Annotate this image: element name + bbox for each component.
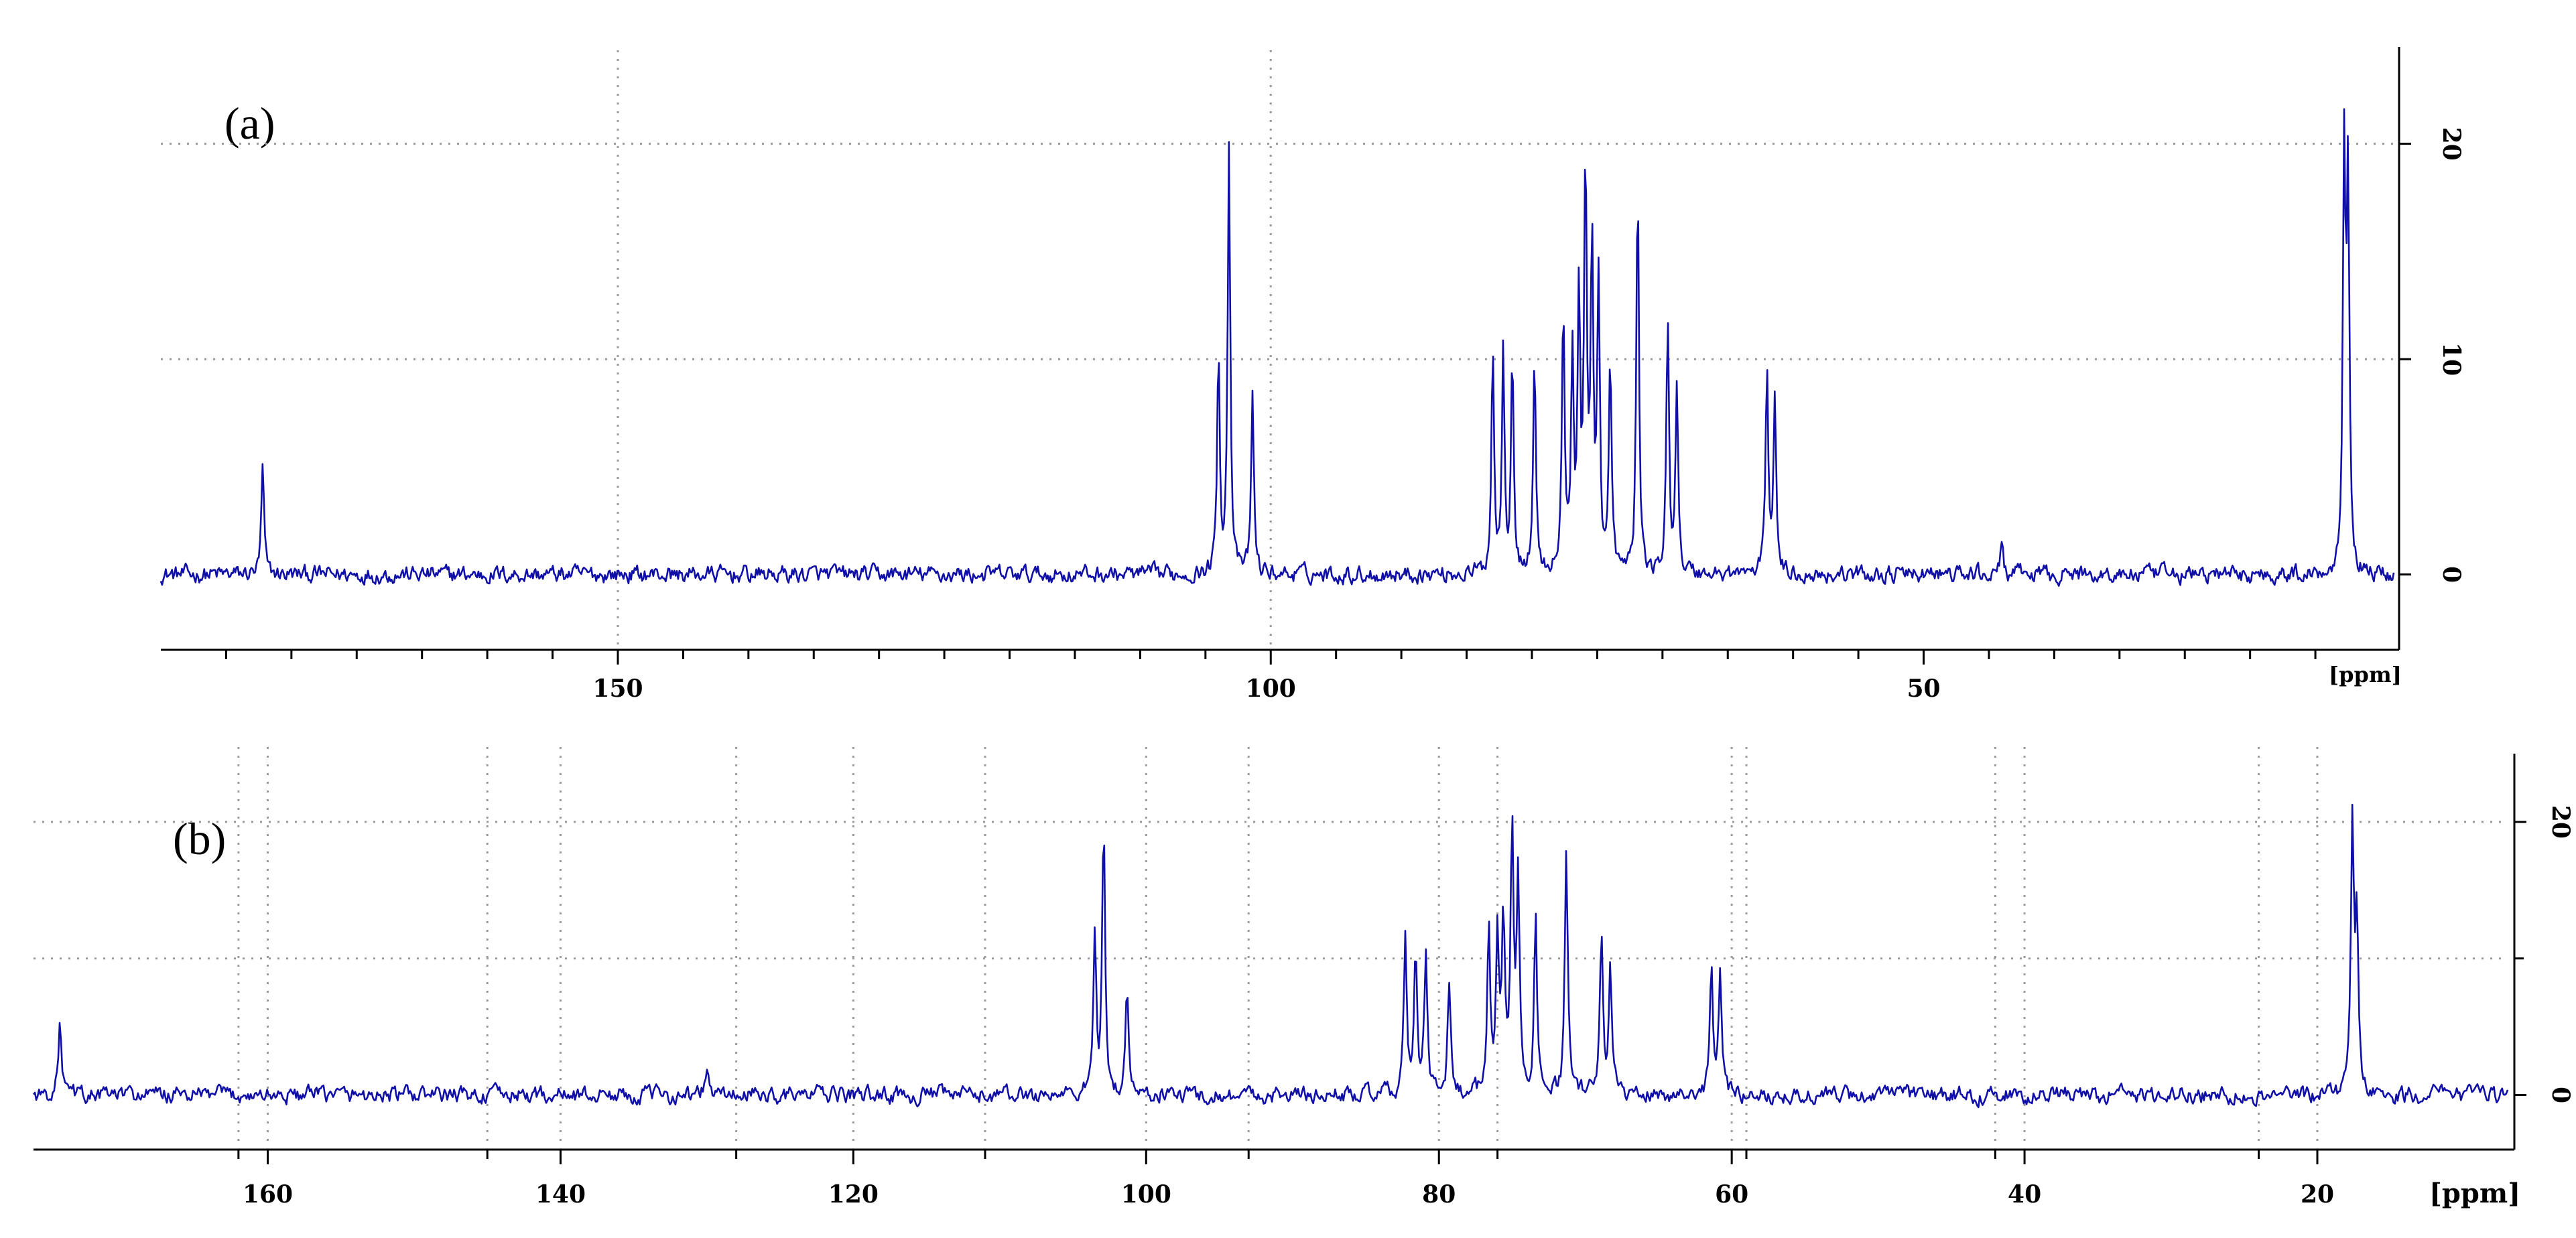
x-tick-label: 100 [1246, 675, 1296, 703]
x-tick-label: 60 [1715, 1180, 1748, 1209]
x-tick-label: 100 [1121, 1180, 1171, 1209]
y-tick-label: 10 [2437, 342, 2465, 376]
y-tick-label: 0 [2547, 1087, 2575, 1103]
spectrum-panel-a: (a) [ppm] 150 100 50 0 10 20 [159, 47, 2465, 703]
x-tick-label: 80 [1422, 1180, 1456, 1209]
spectrum-line [32, 803, 2509, 1109]
x-tick-label: 150 [592, 675, 643, 703]
x-tick-label: 40 [2008, 1180, 2041, 1209]
x-tick-label: 140 [535, 1180, 586, 1209]
x-tick-label: 20 [2301, 1180, 2334, 1209]
x-tick-label: 160 [243, 1180, 293, 1209]
y-tick-label: 20 [2437, 127, 2465, 161]
panel-label-a: (a) [224, 98, 275, 149]
x-tick-label: 120 [828, 1180, 879, 1209]
y-tick-label: 0 [2437, 566, 2465, 583]
y-tick-label: 20 [2547, 805, 2575, 839]
x-unit-label-a: [ppm] [2329, 662, 2402, 687]
x-tick-label: 50 [1907, 675, 1940, 703]
spectrum-line [159, 108, 2395, 587]
x-unit-label-b: [ppm] [2429, 1178, 2520, 1209]
